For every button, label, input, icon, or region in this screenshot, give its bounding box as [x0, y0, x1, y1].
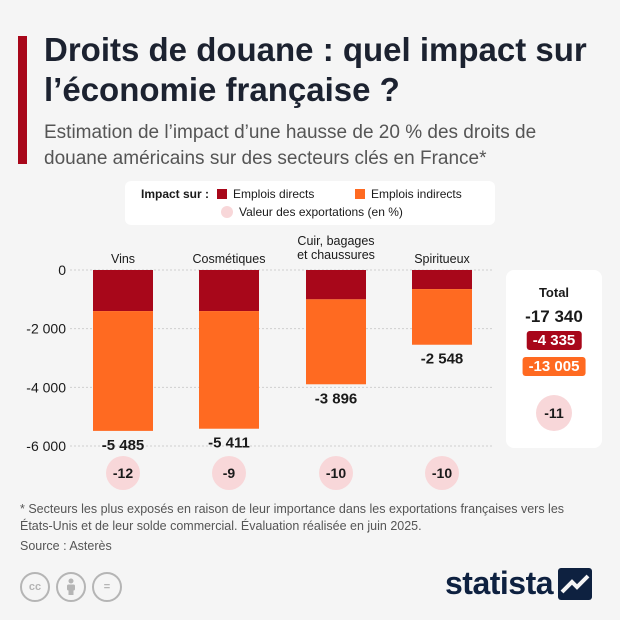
total-heading: Total [538, 285, 570, 300]
category-label: et chaussures [297, 248, 375, 262]
legend-label: Impact sur : [141, 187, 210, 201]
bar-indirect [199, 311, 259, 429]
y-tick-label: -6 000 [26, 438, 66, 454]
total-export-circle: -11 [536, 395, 572, 431]
legend-swatch-direct [217, 189, 227, 199]
total-card: Total -17 340 -4 335 -13 005 -11 [506, 270, 602, 448]
legend-swatch-export [221, 206, 233, 218]
legend-text-indirect: Emplois indirects [371, 187, 462, 201]
total-indirect-badge: -13 005 [522, 357, 586, 376]
export-pct-circle [212, 456, 246, 490]
statista-logo[interactable]: statista [445, 565, 593, 602]
attribution-icon[interactable] [56, 572, 86, 602]
legend: Impact sur : Emplois directs Emplois ind… [125, 181, 495, 225]
export-pct-circle [106, 456, 140, 490]
category-label: Cuir, bagages [297, 234, 374, 248]
category-label: Cosmétiques [193, 252, 266, 266]
bar-indirect [306, 299, 366, 385]
bar-indirect [93, 311, 153, 431]
y-tick-label: -2 000 [26, 321, 66, 337]
bar-chart: 0 -2 000 -4 000 -6 000 Vins -5 485 -12 Cosmétiq… [26, 234, 492, 490]
brand-name: statista [445, 565, 554, 601]
page-subtitle: Estimation de l’impact d’une hausse de 2… [44, 122, 537, 169]
bar-total-label: -5 485 [102, 437, 145, 454]
footnote: * Secteurs les plus exposés en raison de… [20, 502, 565, 533]
page-title: Droits de douane : quel impact sur l’éco… [44, 31, 587, 108]
export-pct-label: -12 [113, 465, 133, 481]
y-tick-label: -4 000 [26, 379, 66, 395]
bar-direct [93, 270, 153, 312]
export-pct-label: -10 [432, 465, 452, 481]
bar-total-label: -2 548 [421, 351, 464, 368]
bar-direct [306, 270, 366, 300]
total-value: -17 340 [525, 307, 583, 326]
category-label: Vins [111, 252, 135, 266]
total-direct-badge: -4 335 [526, 331, 582, 350]
legend-item-export: Valeur des exportations (en %) [221, 205, 403, 219]
bar-direct [199, 270, 259, 312]
export-pct-label: -9 [223, 465, 236, 481]
legend-swatch-indirect [355, 189, 365, 199]
bar-total-label: -3 896 [315, 390, 358, 407]
bar-total-label: -5 411 [208, 435, 250, 452]
no-derivatives-icon[interactable]: = [92, 572, 122, 602]
export-pct-label: -10 [326, 465, 346, 481]
category-label: Spiritueux [414, 252, 470, 266]
legend-item-indirect: Emplois indirects [355, 187, 462, 201]
legend-text-export: Valeur des exportations (en %) [239, 205, 403, 219]
bar-direct [412, 270, 472, 290]
title-accent-bar [18, 36, 27, 164]
source-text: Source : Asterès [20, 539, 112, 553]
legend-item-direct: Emplois directs [217, 187, 314, 201]
y-tick-label: 0 [58, 262, 66, 278]
export-pct-circle [425, 456, 459, 490]
bar-indirect [412, 289, 472, 345]
statista-logo-icon [558, 567, 593, 600]
cc-license-icon[interactable]: cc [20, 572, 50, 602]
export-pct-circle [319, 456, 353, 490]
legend-text-direct: Emplois directs [233, 187, 315, 201]
